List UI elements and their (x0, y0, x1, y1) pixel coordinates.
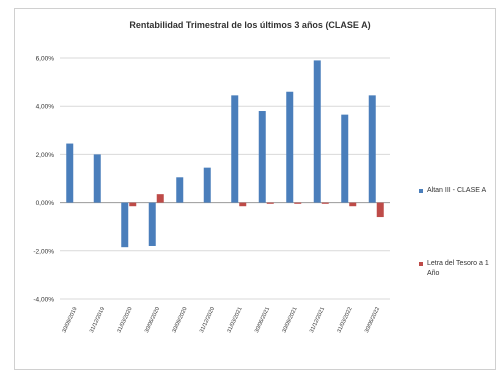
bar-series-1 (258, 111, 266, 203)
bar-series-1 (231, 95, 239, 203)
bar-series-1 (148, 202, 156, 246)
bar-series-2 (294, 202, 302, 204)
bar-series-2 (266, 202, 274, 204)
bar-series-1 (93, 154, 101, 203)
y-tick-label: 2,00% (36, 152, 55, 159)
y-tick-label: 4,00% (36, 104, 55, 111)
x-tick-label: 30/09/2021 (281, 306, 298, 333)
bar-series-1 (121, 202, 129, 248)
x-tick-label: 30/09/2019 (61, 306, 78, 333)
x-tick-label: 31/03/2020 (116, 306, 133, 333)
bar-series-2 (349, 202, 357, 207)
x-tick-label: 30/06/2021 (254, 306, 271, 333)
bar-series-2 (156, 194, 164, 203)
x-tick-label: 31/12/2021 (309, 306, 326, 333)
y-tick-label: 6,00% (36, 56, 55, 63)
x-tick-label: 30/06/2020 (144, 306, 161, 333)
bar-series-2 (376, 202, 384, 218)
x-tick-label: 30/09/2020 (171, 306, 188, 333)
bar-series-1 (341, 114, 349, 203)
legend-swatch-series-1 (419, 189, 423, 193)
x-tick-labels: 30/09/2019 31/12/2019 31/03/2020 30/06/2020… (61, 306, 381, 333)
legend-swatch-series-2 (419, 262, 423, 266)
y-tick-labels: -4,00% -2,00% 0,00% 2,00% 4,00% 6,00% (33, 56, 54, 304)
bar-series-2 (239, 202, 247, 207)
y-tick-label: 0,00% (36, 200, 55, 207)
x-tick-label: 31/12/2019 (89, 306, 106, 333)
bar-series-1 (203, 167, 211, 203)
x-tick-label: 31/12/2020 (199, 306, 216, 333)
bars (66, 60, 384, 248)
x-tick-label: 31/03/2022 (336, 306, 353, 333)
grid-layer (60, 57, 390, 300)
bar-series-1 (368, 95, 376, 203)
x-tick-label: 31/03/2021 (226, 306, 243, 333)
bar-series-1 (176, 177, 184, 203)
bar-series-2 (129, 202, 137, 207)
bar-series-2 (321, 202, 329, 204)
bar-series-1 (313, 60, 321, 203)
legend-label-series-2: Letra del Tesoro a 1 Año (427, 260, 489, 277)
legend-entry-series-2: Letra del Tesoro a 1 Año (419, 259, 499, 279)
legend-label-series-1: Altan III - CLASE A (427, 187, 487, 194)
chart-title: Rentabilidad Trimestral de los últimos 3… (129, 20, 371, 30)
legend-entry-series-1: Altan III - CLASE A (419, 186, 497, 196)
bar-series-1 (286, 91, 294, 203)
y-tick-label: -4,00% (33, 297, 54, 304)
y-tick-label: -2,00% (33, 248, 54, 255)
x-tick-label: 30/06/2022 (364, 306, 381, 333)
bar-series-1 (66, 143, 74, 203)
